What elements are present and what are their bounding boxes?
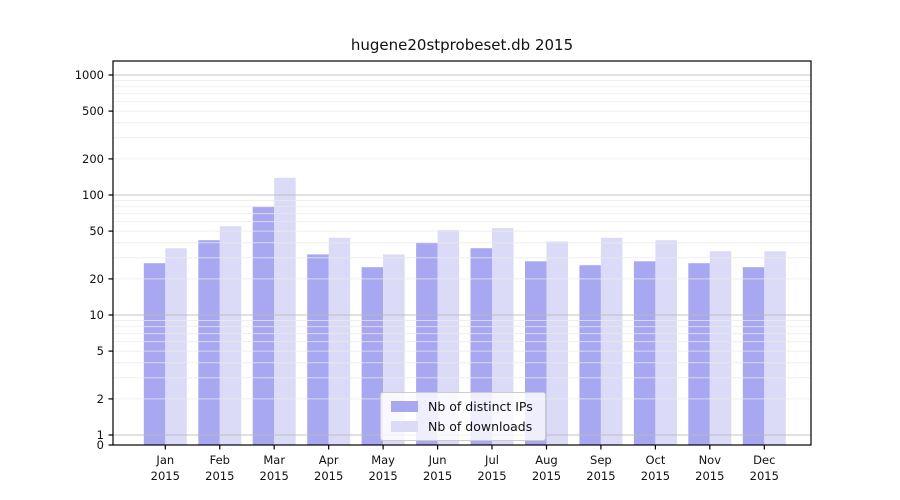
x-axis-year-label: 2015	[586, 469, 615, 483]
bar-downloads-mar	[274, 177, 296, 446]
x-axis-month-label: Oct	[645, 453, 665, 467]
x-axis-month-label: Apr	[319, 453, 339, 467]
x-axis-year-label: 2015	[368, 469, 397, 483]
x-axis-year-label: 2015	[477, 469, 506, 483]
x-axis-year-label: 2015	[641, 469, 670, 483]
bar-distinct-ips-feb	[198, 240, 220, 445]
x-axis-month-label: Dec	[753, 453, 775, 467]
x-axis-year-label: 2015	[532, 469, 561, 483]
bar-distinct-ips-jan	[143, 263, 166, 445]
legend-item-distinct-ips: Nb of distinct IPs	[391, 399, 533, 414]
bar-distinct-ips-may	[361, 267, 384, 445]
y-axis-tick-label: 0	[97, 438, 104, 452]
x-axis-month-label: Jul	[484, 453, 499, 467]
y-axis-tick-label: 100	[82, 188, 104, 202]
y-axis-tick-label: 1	[97, 428, 104, 442]
legend-label-distinct-ips: Nb of distinct IPs	[428, 399, 533, 414]
y-axis-tick-label: 10	[89, 308, 104, 322]
x-axis-month-label: Mar	[263, 453, 285, 467]
x-axis-month-label: Nov	[699, 453, 722, 467]
y-axis-tick-label: 2	[97, 392, 104, 406]
x-axis-month-label: Sep	[590, 453, 612, 467]
bar-distinct-ips-apr	[307, 254, 329, 445]
y-axis-tick-label: 5	[97, 344, 104, 358]
y-axis-tick-label: 50	[89, 224, 104, 238]
bar-downloads-feb	[219, 226, 242, 445]
bar-distinct-ips-nov	[688, 263, 710, 445]
x-axis-month-label: Aug	[535, 453, 557, 467]
bar-distinct-ips-oct	[633, 261, 656, 445]
bar-downloads-dec	[764, 251, 786, 445]
y-axis-tick-label: 200	[82, 152, 104, 166]
bar-downloads-nov	[709, 251, 732, 445]
bar-downloads-jul	[492, 228, 514, 445]
x-axis-year-label: 2015	[260, 469, 289, 483]
bar-distinct-ips-mar	[252, 206, 275, 445]
y-axis-tick-label: 20	[89, 272, 104, 286]
x-axis-year-label: 2015	[151, 469, 180, 483]
bar-distinct-ips-sep	[579, 265, 601, 445]
bar-downloads-jan	[165, 248, 187, 445]
bar-distinct-ips-dec	[742, 267, 765, 445]
bar-downloads-oct	[655, 240, 677, 445]
x-axis-year-label: 2015	[695, 469, 724, 483]
x-axis-year-label: 2015	[205, 469, 234, 483]
x-axis-month-label: Jun	[428, 453, 447, 467]
legend-swatch-downloads	[391, 421, 418, 432]
chart-title: hugene20stprobeset.db 2015	[350, 36, 574, 54]
y-axis-tick-label: 1000	[75, 68, 104, 82]
legend-swatch-distinct-ips	[391, 401, 418, 412]
axes-border	[112, 60, 812, 446]
legend: Nb of distinct IPs Nb of downloads	[380, 392, 546, 441]
x-axis-year-label: 2015	[750, 469, 779, 483]
x-axis-year-label: 2015	[314, 469, 343, 483]
legend-label-downloads: Nb of downloads	[428, 419, 533, 434]
bar-downloads-aug	[546, 241, 568, 445]
x-axis-month-label: May	[371, 453, 395, 467]
x-axis-year-label: 2015	[423, 469, 452, 483]
x-axis-month-label: Jan	[155, 453, 174, 467]
y-axis-tick-label: 500	[82, 104, 104, 118]
bar-downloads-jun	[437, 230, 460, 445]
legend-item-downloads: Nb of downloads	[391, 419, 533, 434]
x-axis-month-label: Feb	[210, 453, 230, 467]
